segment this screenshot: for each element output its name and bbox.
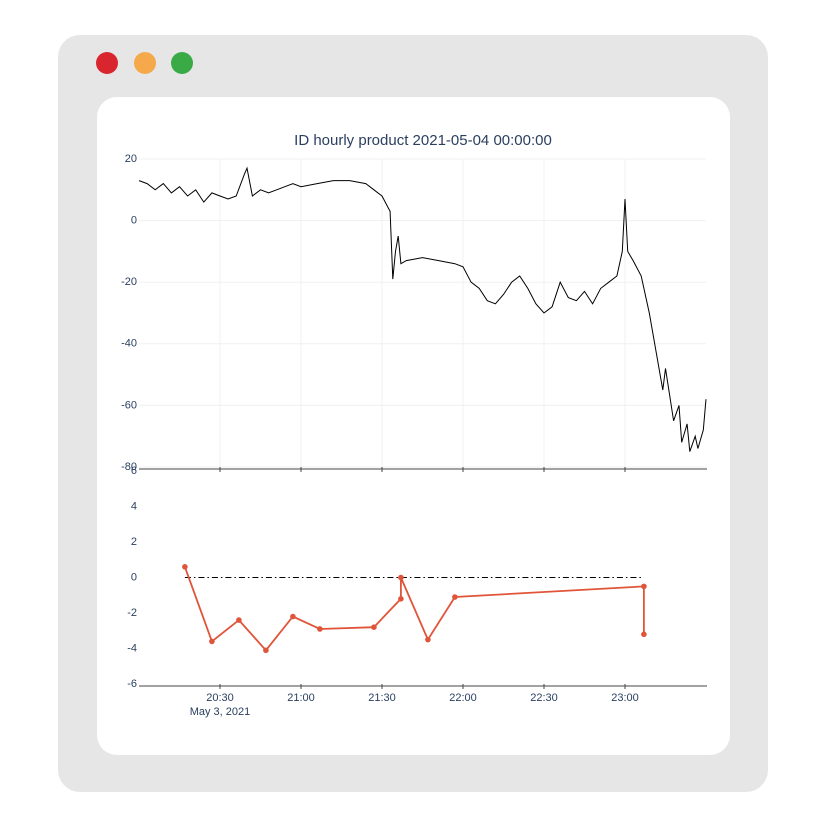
y-tick-label: 4 bbox=[131, 500, 137, 512]
x-tick-label: 20:30 bbox=[206, 692, 234, 704]
data-point bbox=[182, 564, 188, 570]
data-point bbox=[317, 626, 323, 632]
y-tick-label: -80 bbox=[121, 461, 137, 473]
data-point bbox=[209, 638, 215, 645]
x-tick-label: 21:00 bbox=[287, 692, 315, 704]
y-tick-label: 2 bbox=[131, 536, 137, 548]
y-tick-label: -40 bbox=[121, 338, 137, 350]
data-point bbox=[236, 617, 242, 623]
minimize-button[interactable] bbox=[134, 52, 156, 74]
data-point bbox=[641, 583, 647, 590]
y-tick-label: -20 bbox=[121, 276, 137, 288]
data-point bbox=[290, 613, 296, 620]
chart-card bbox=[97, 97, 730, 755]
maximize-button[interactable] bbox=[171, 52, 193, 74]
y-tick-label: 0 bbox=[131, 215, 137, 227]
x-date-label: May 3, 2021 bbox=[190, 706, 251, 718]
data-point bbox=[371, 624, 377, 630]
x-tick-label: 22:00 bbox=[449, 692, 477, 704]
y-tick-label: 20 bbox=[125, 153, 137, 165]
data-point bbox=[263, 647, 269, 654]
data-line bbox=[138, 166, 707, 452]
data-point bbox=[641, 631, 647, 638]
x-tick-label: 22:30 bbox=[530, 692, 558, 704]
close-button[interactable] bbox=[96, 52, 118, 74]
x-tick-label: 21:30 bbox=[368, 692, 396, 704]
data-point bbox=[452, 594, 458, 600]
data-point bbox=[398, 596, 404, 602]
y-tick-label: -4 bbox=[127, 642, 137, 654]
y-tick-label: -2 bbox=[127, 607, 137, 619]
y-tick-label: 6 bbox=[131, 465, 137, 477]
y-tick-label: -6 bbox=[127, 678, 137, 690]
x-tick-label: 23:00 bbox=[611, 692, 639, 704]
data-point bbox=[398, 574, 404, 581]
y-tick-label: 0 bbox=[131, 571, 137, 583]
y-tick-label: -60 bbox=[121, 399, 137, 411]
data-point bbox=[425, 636, 431, 643]
chart-title: ID hourly product 2021-05-04 00:00:00 bbox=[294, 132, 552, 149]
